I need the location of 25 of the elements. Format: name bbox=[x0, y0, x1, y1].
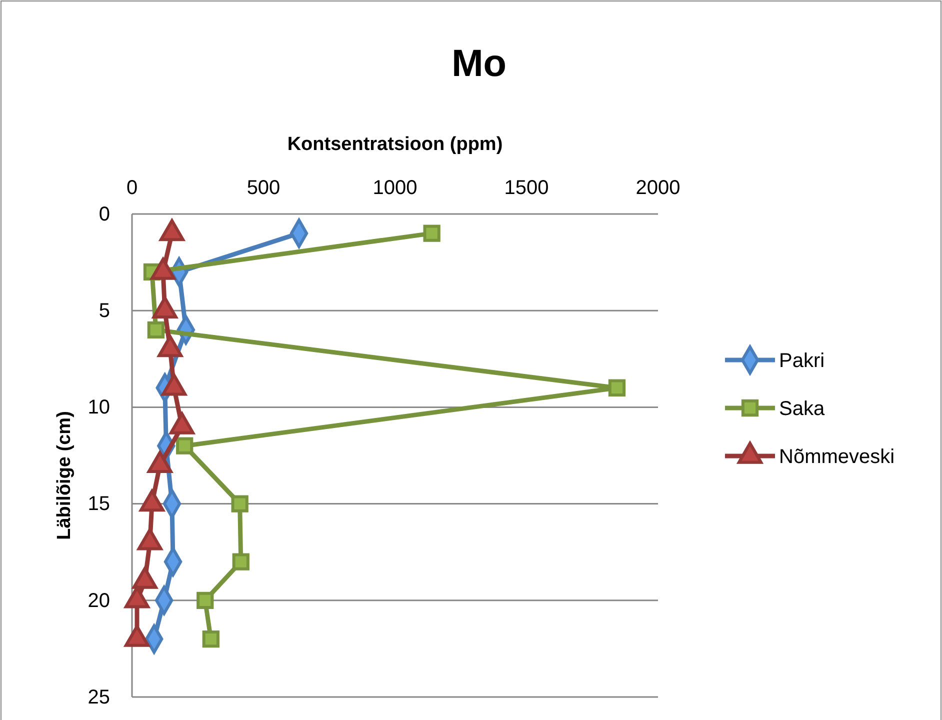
y-tick-label: 0 bbox=[98, 203, 110, 226]
point bbox=[232, 553, 250, 570]
x-tick-label: 1500 bbox=[504, 177, 549, 199]
legend-label: Nõmmeveski bbox=[779, 446, 895, 468]
x-axis-title: Kontsentratsioon (ppm) bbox=[287, 134, 503, 155]
x-tick-label: 0 bbox=[126, 177, 138, 199]
point bbox=[176, 437, 194, 454]
y-tick-label: 20 bbox=[88, 590, 110, 612]
y-axis-title: Läbilõige (cm) bbox=[54, 411, 75, 540]
point bbox=[231, 495, 248, 512]
point bbox=[196, 592, 214, 609]
y-tick-label: 5 bbox=[98, 300, 110, 322]
y-tick-label: 15 bbox=[88, 493, 110, 516]
x-tick-label: 1000 bbox=[372, 177, 418, 199]
y-tick-label: 10 bbox=[88, 396, 110, 419]
y-tick-label: 25 bbox=[88, 686, 110, 708]
point bbox=[202, 630, 220, 648]
legend-label: Saka bbox=[779, 398, 826, 420]
chart-title: Mo bbox=[452, 43, 506, 85]
x-tick-label: 2000 bbox=[636, 177, 680, 199]
legend-label: Pakri bbox=[779, 350, 825, 372]
point bbox=[147, 321, 165, 338]
point bbox=[423, 224, 440, 242]
x-tick-label: 500 bbox=[246, 177, 280, 199]
point bbox=[608, 379, 626, 396]
